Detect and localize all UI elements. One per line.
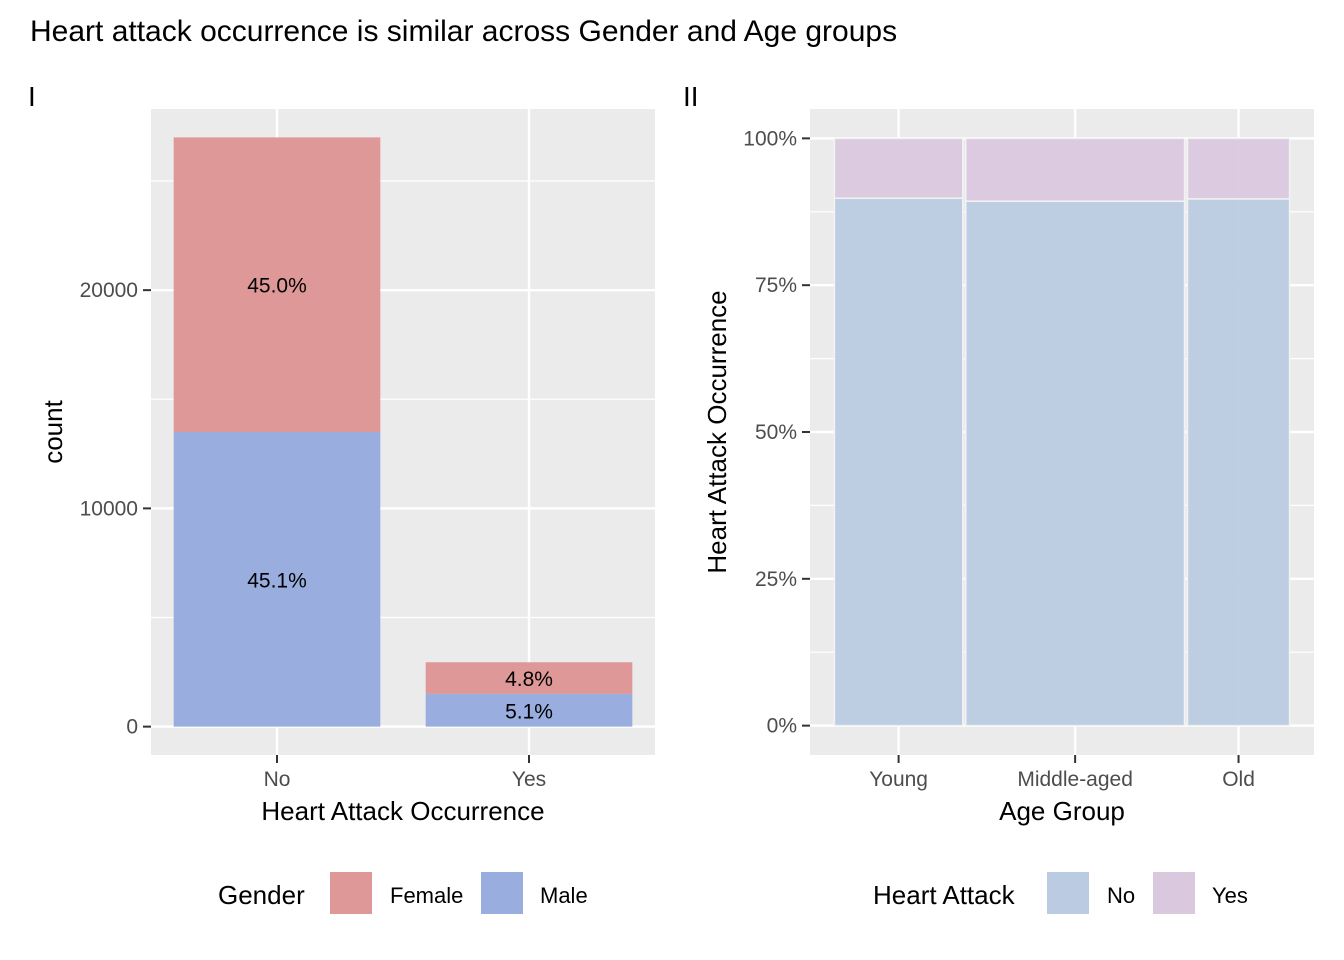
legend-label-male: Male bbox=[540, 883, 588, 908]
panel-2-legend-title: Heart Attack bbox=[873, 880, 1016, 910]
panel-1-legend: Gender Female Male bbox=[218, 872, 588, 914]
y-tick-label: 0% bbox=[767, 715, 797, 738]
legend-swatch-female bbox=[330, 872, 372, 914]
bar-label-no-female: 45.0% bbox=[247, 275, 307, 298]
x-tick-label: Young bbox=[869, 768, 928, 791]
panel-2-y-axis-title: Heart Attack Occurrence bbox=[702, 290, 732, 573]
legend-swatch-yes bbox=[1153, 872, 1195, 914]
panel-1-label: I bbox=[28, 81, 36, 112]
bar-no-female bbox=[173, 137, 381, 432]
x-tick-label: No bbox=[264, 768, 291, 791]
panel-1-legend-title: Gender bbox=[218, 880, 305, 910]
y-tick-label: 75% bbox=[755, 274, 797, 297]
bar-label-yes-female: 4.8% bbox=[505, 668, 553, 691]
panel-1-y-axis: 0 10000 20000 bbox=[80, 279, 151, 739]
legend-swatch-male bbox=[481, 872, 523, 914]
panel-2-y-axis: 0% 25% 50% 75% 100% bbox=[743, 127, 810, 738]
x-tick-label: Middle-aged bbox=[1017, 768, 1133, 791]
bar-yes-male bbox=[425, 693, 633, 727]
bar-middle-aged-no bbox=[964, 200, 1186, 727]
bar-no-male bbox=[173, 432, 381, 727]
panel-2: II 0% 25% 50% 75% 100% Young Middle-aged Old A… bbox=[683, 81, 1314, 914]
bar-old-yes bbox=[1186, 137, 1291, 200]
panel-2-legend: Heart Attack No Yes bbox=[873, 872, 1248, 914]
panel-1: I 45.1% 45.0% 5.1% 4.8% 0 10000 20000 No Yes H… bbox=[28, 81, 655, 914]
y-tick-label: 25% bbox=[755, 568, 797, 591]
panel-2-x-axis: Young Middle-aged Old bbox=[869, 755, 1255, 791]
panel-1-x-axis-title: Heart Attack Occurrence bbox=[261, 796, 544, 826]
legend-label-no: No bbox=[1107, 883, 1135, 908]
bar-label-no-male: 45.1% bbox=[247, 569, 307, 592]
panel-1-bar-labels: 45.1% 45.0% 5.1% 4.8% bbox=[247, 275, 553, 724]
y-tick-label: 20000 bbox=[80, 279, 138, 302]
panel-1-y-axis-title: count bbox=[38, 399, 68, 463]
y-tick-label: 10000 bbox=[80, 497, 138, 520]
y-tick-label: 0 bbox=[126, 716, 138, 739]
bar-middle-aged-yes bbox=[964, 137, 1186, 202]
panel-1-x-axis: No Yes bbox=[264, 755, 546, 791]
bar-label-yes-male: 5.1% bbox=[505, 700, 553, 723]
x-tick-label: Yes bbox=[512, 768, 546, 791]
bar-young-no bbox=[833, 197, 964, 727]
legend-label-yes: Yes bbox=[1212, 883, 1248, 908]
bar-young-yes bbox=[833, 137, 964, 200]
panel-2-bars bbox=[833, 137, 1291, 727]
y-tick-label: 50% bbox=[755, 421, 797, 444]
x-tick-label: Old bbox=[1222, 768, 1255, 791]
y-tick-label: 100% bbox=[743, 127, 797, 150]
bar-yes-female bbox=[425, 662, 633, 694]
bar-old-no bbox=[1186, 198, 1291, 727]
legend-swatch-no bbox=[1047, 872, 1089, 914]
figure-title: Heart attack occurrence is similar acros… bbox=[30, 15, 897, 48]
panel-2-label: II bbox=[683, 81, 699, 112]
legend-label-female: Female bbox=[390, 883, 463, 908]
panel-2-x-axis-title: Age Group bbox=[999, 796, 1125, 826]
panel-1-bars bbox=[173, 137, 633, 727]
